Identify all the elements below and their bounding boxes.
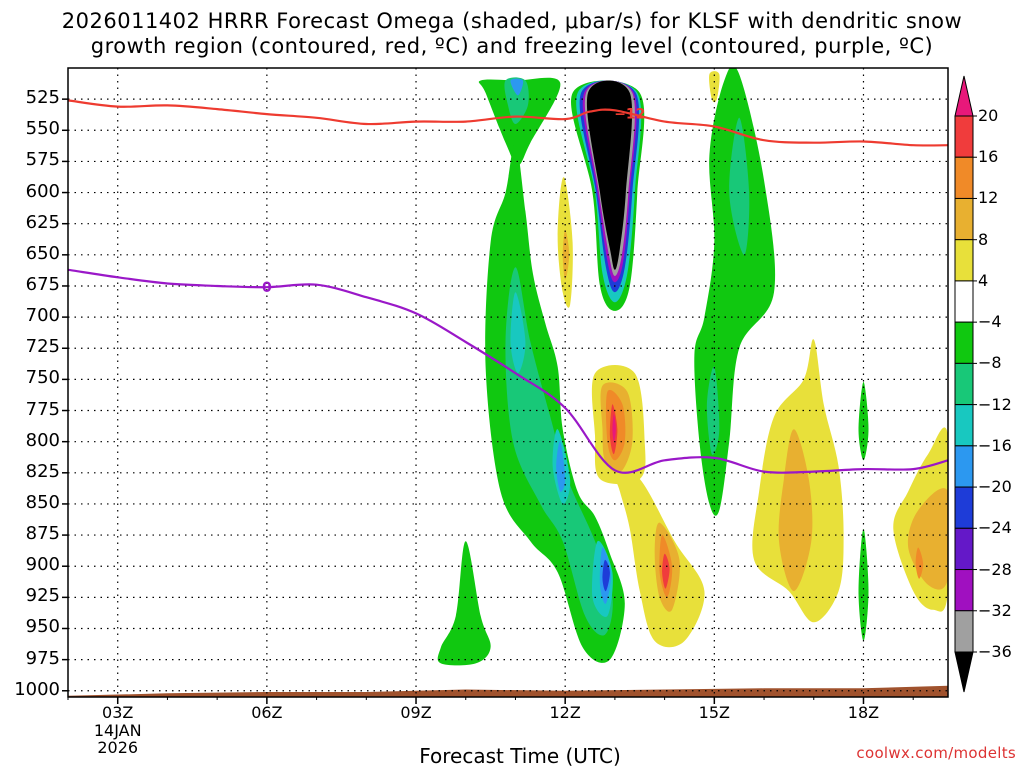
- y-tick-label-525: 525: [25, 87, 60, 109]
- omega-small-right-green-ring-1: [858, 528, 869, 641]
- omega-yellow-right-broad-ring-1: [778, 429, 813, 592]
- dendritic-line-label: −12: [614, 107, 645, 123]
- chart-title-line2: growth region (contoured, red, ºC) and f…: [90, 34, 934, 58]
- y-tick-label-900: 900: [25, 554, 60, 576]
- colorbar-label-10: −24: [978, 518, 1012, 538]
- colorbar-label-13: −36: [978, 642, 1012, 661]
- colorbar-label-2: 12: [978, 188, 999, 208]
- colorbar-bottom-arrow: [954, 651, 974, 693]
- x-tick-label-18Z: 18Z: [847, 703, 880, 722]
- y-tick-label-600: 600: [25, 180, 60, 202]
- y-tick-label-1000: 1000: [14, 678, 60, 700]
- y-tick-label-675: 675: [25, 273, 60, 295]
- omega-descending-green-band-ring-7: [602, 559, 610, 592]
- colorbar-bin-5: [954, 321, 974, 364]
- colorbar: [954, 75, 977, 693]
- colorbar-bin-2: [954, 197, 974, 241]
- y-tick-label-850: 850: [25, 491, 60, 513]
- x-tick-label-03Z: 03Z: [102, 703, 134, 722]
- colorbar-label-9: −20: [978, 477, 1012, 497]
- y-tick-label-650: 650: [25, 242, 60, 264]
- omega-downward-core-b-ring-3: [662, 553, 670, 589]
- y-tick-label-750: 750: [25, 367, 60, 389]
- x-tick-label-15Z: 15Z: [698, 703, 730, 722]
- colorbar-bin-10: [954, 527, 974, 571]
- y-tick-label-550: 550: [25, 118, 60, 140]
- omega-upper-left-green-ring-1: [504, 77, 529, 124]
- date-label-line1: 14JAN: [93, 721, 142, 740]
- y-tick-label-800: 800: [25, 429, 60, 451]
- colorbar-bin-6: [954, 362, 974, 406]
- x-tick-label-06Z: 06Z: [251, 703, 283, 722]
- credit-text: coolwx.com/modelts: [856, 744, 1016, 762]
- dendritic-line: −12: [68, 99, 948, 147]
- freezing-line: 0: [68, 268, 948, 474]
- y-tick-label-575: 575: [25, 149, 60, 171]
- date-label-line2: 2026: [97, 738, 139, 757]
- freezing-line-label: 0: [262, 280, 272, 296]
- omega-pink-small-ring-0: [612, 414, 616, 442]
- colorbar-bin-8: [954, 445, 974, 488]
- colorbar-bin-12: [954, 610, 974, 653]
- plot-border: [67, 67, 949, 698]
- colorbar-label-12: −32: [978, 600, 1012, 620]
- dendritic-line-path: [68, 99, 948, 147]
- colorbar-label-0: 20: [978, 106, 999, 125]
- omega-right-green-band-ring-1: [729, 117, 750, 255]
- y-tick-label-725: 725: [25, 336, 60, 358]
- omega-small-right-green-ring-0: [858, 381, 869, 461]
- overlays: −12 0: [62, 67, 949, 704]
- x-axis-title: Forecast Time (UTC): [419, 744, 621, 768]
- omega-descending-green-band-ring-4: [556, 441, 566, 492]
- colorbar-bin-7: [954, 404, 974, 447]
- omega-right-green-band-ring-2: [706, 366, 720, 455]
- omega-yellow-far-right-ring-2: [915, 547, 924, 579]
- colorbar-label-4: 4: [978, 270, 989, 290]
- omega-small-yellow-top-ring-0: [709, 71, 720, 103]
- colorbar-bin-0: [954, 115, 974, 158]
- colorbar-bin-3: [954, 239, 974, 282]
- colorbar-bin-4: [954, 280, 974, 323]
- colorbar-label-7: −12: [978, 394, 1012, 414]
- colorbar-label-11: −28: [978, 559, 1012, 579]
- omega-upper-left-green-ring-0: [478, 77, 561, 166]
- y-tick-label-700: 700: [25, 305, 60, 327]
- colorbar-bin-1: [954, 156, 974, 199]
- plot-area: [68, 68, 948, 697]
- y-tick-label-825: 825: [25, 460, 60, 482]
- colorbar-label-3: 8: [978, 229, 989, 249]
- omega-upward-core-ring-6: [586, 80, 633, 270]
- y-tick-label-975: 975: [25, 647, 60, 669]
- colorbar-label-6: −8: [978, 353, 1002, 373]
- freezing-line-path: [68, 268, 948, 474]
- colorbar-bin-9: [954, 486, 974, 529]
- colorbar-bin-11: [954, 569, 974, 612]
- x-tick-label-12Z: 12Z: [549, 703, 581, 722]
- y-tick-label-875: 875: [25, 523, 60, 545]
- omega-descending-green-band-ring-2: [510, 292, 526, 374]
- omega-shading: [68, 68, 948, 697]
- chart-title-line1: 2026011402 HRRR Forecast Omega (shaded, …: [61, 9, 963, 33]
- y-tick-label-950: 950: [25, 616, 60, 638]
- ground-terrain: [68, 685, 948, 697]
- x-tick-label-09Z: 09Z: [400, 703, 432, 722]
- colorbar-label-5: −4: [978, 312, 1002, 332]
- colorbar-label-1: 16: [978, 147, 999, 167]
- omega-low-green-blob-ring-0: [437, 541, 491, 666]
- omega-upper-left-green-ring-2: [510, 78, 524, 96]
- omega-small-yellow-left-ring-1: [562, 229, 570, 280]
- y-tick-label-775: 775: [25, 398, 60, 420]
- y-tick-label-925: 925: [25, 585, 60, 607]
- colorbar-label-8: −16: [978, 435, 1012, 455]
- y-tick-label-625: 625: [25, 211, 60, 233]
- colorbar-top-arrow: [954, 75, 974, 117]
